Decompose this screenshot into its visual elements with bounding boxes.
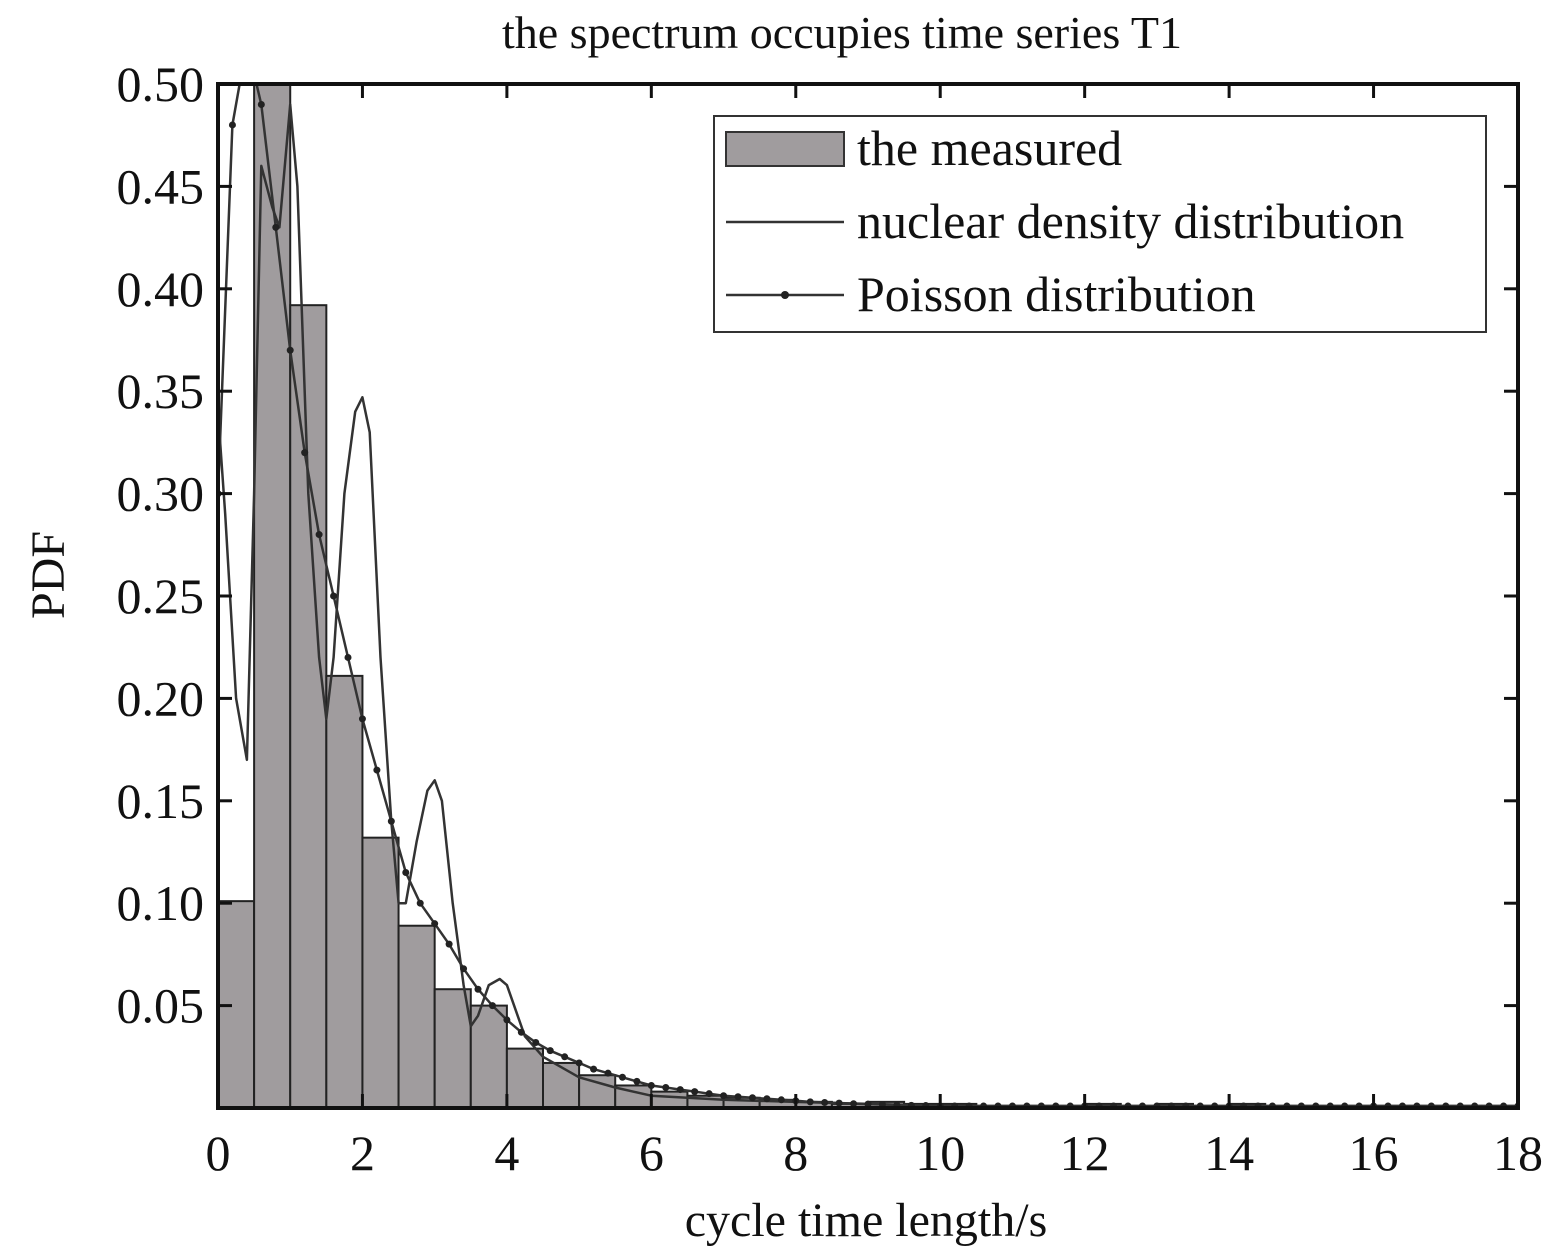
x-tick-label: 8 [783,1125,808,1181]
poisson-point [850,1100,858,1108]
poisson-point [474,985,482,993]
x-tick-label: 12 [1060,1125,1110,1181]
poisson-point [532,1038,540,1046]
poisson-point [604,1069,612,1077]
poisson-point [358,715,366,723]
histogram-bar [469,1004,508,1108]
kde-line [218,103,1518,1108]
poisson-point [763,1095,771,1103]
poisson-point [691,1088,699,1096]
histogram-bar [578,1074,617,1108]
poisson-point [705,1090,713,1098]
poisson-point [748,1094,756,1102]
poisson-point [416,899,424,907]
poisson-point [590,1065,598,1073]
y-tick-label: 0.25 [117,568,205,624]
y-tick-label: 0.10 [117,875,205,931]
histogram-bar [361,836,400,1108]
poisson-point [561,1053,569,1061]
poisson-point [257,100,265,108]
poisson-point [402,868,410,876]
y-tick-label: 0.15 [117,773,205,829]
poisson-point [387,817,395,825]
kde-series [218,103,1518,1108]
poisson-point [243,40,250,47]
poisson-point [286,346,294,354]
legend-label-poisson: Poisson distribution [857,266,1256,322]
x-tick-label: 0 [206,1125,231,1181]
legend-swatch-measured [725,131,845,167]
histogram-bar [505,1047,544,1108]
poisson-point [835,1099,843,1107]
poisson-point [301,449,309,457]
y-tick-label: 0.35 [117,363,205,419]
poisson-point [503,1016,511,1024]
legend-label-measured: the measured [857,120,1122,176]
y-tick-label: 0.45 [117,158,205,214]
histogram-bar [397,924,436,1108]
x-axis-label: cycle time length/s [685,1194,1048,1247]
poisson-point [864,1100,872,1108]
x-tick-label: 2 [350,1125,375,1181]
poisson-point [373,766,381,774]
chart-title: the spectrum occupies time series T1 [502,7,1182,58]
poisson-point [272,223,280,231]
y-tick-label: 0.20 [117,670,205,726]
histogram-bar [542,1061,581,1108]
histogram-bar [650,1090,689,1108]
histogram-bar [325,674,364,1108]
y-axis-label: PDF [22,531,75,619]
x-tick-label: 10 [915,1125,965,1181]
poisson-point [676,1086,684,1094]
x-tick-label: 6 [639,1125,664,1181]
y-axis-ticks: 0.05 0.10 0.15 0.20 0.25 0.30 0.35 0.40 0.45 0.50 [117,56,1518,1034]
y-tick-label: 0.50 [117,56,205,112]
y-tick-label: 0.40 [117,261,205,317]
poisson-point [734,1093,742,1101]
poisson-point [821,1098,829,1106]
poisson-point [488,1002,496,1010]
poisson-point [460,965,468,973]
y-tick-label: 0.30 [117,466,205,522]
poisson-point [575,1059,583,1067]
legend-label-kde: nuclear density distribution [857,193,1404,249]
poisson-point [647,1081,655,1089]
poisson-point [431,920,439,928]
x-tick-label: 4 [494,1125,519,1181]
y-tick-label: 0.05 [117,978,205,1034]
x-tick-label: 18 [1493,1125,1543,1181]
poisson-point [330,592,338,600]
x-tick-label: 16 [1349,1125,1399,1181]
poisson-point [315,531,323,539]
legend: the measured nuclear density distributio… [713,115,1487,333]
poisson-point [618,1073,626,1081]
x-axis-ticks: 0 2 4 6 8 10 12 14 16 18 [206,84,1543,1181]
poisson-point [777,1096,785,1104]
legend-marker-poisson [781,291,789,299]
poisson-point [517,1028,525,1036]
histogram-bar [289,304,328,1108]
poisson-point [633,1077,641,1085]
histogram-bar [433,988,472,1108]
x-tick-label: 14 [1204,1125,1254,1181]
poisson-point [546,1047,554,1055]
poisson-point [228,121,236,129]
poisson-point [445,940,453,948]
poisson-point [662,1084,670,1092]
histogram-bars [218,84,1518,1108]
poisson-point [806,1098,814,1106]
poisson-point [344,653,352,661]
poisson-point [720,1092,728,1100]
